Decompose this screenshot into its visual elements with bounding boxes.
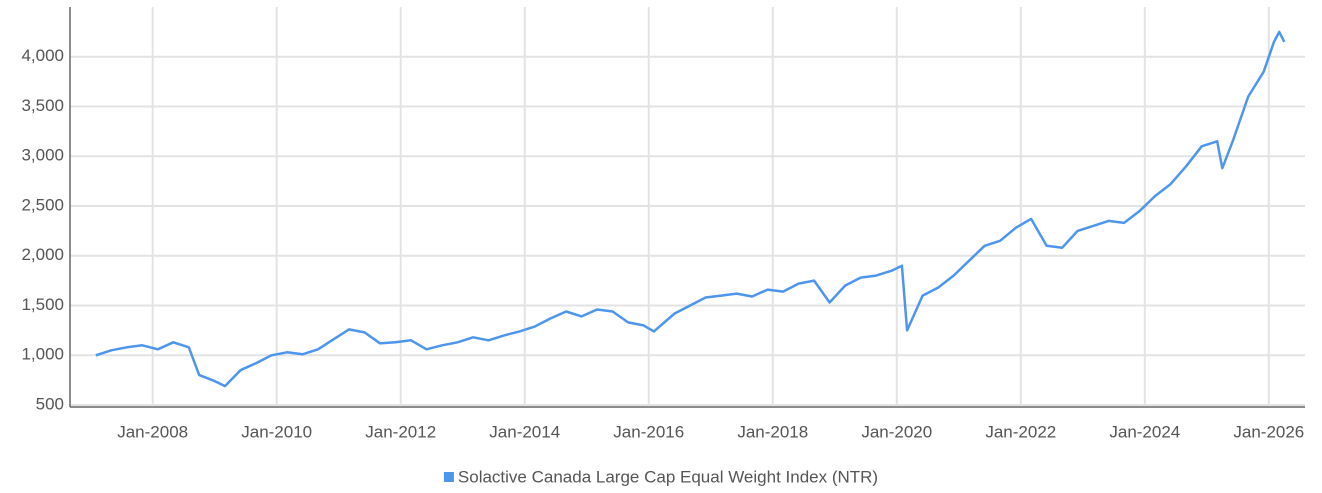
y-tick-label: 3,000 [21,146,64,165]
legend-swatch [443,472,454,482]
x-tick-label: Jan-2016 [613,422,684,441]
x-tick-label: Jan-2024 [1109,422,1180,441]
x-tick-label: Jan-2022 [985,422,1056,441]
x-tick-label: Jan-2026 [1233,422,1304,441]
y-tick-label: 1,000 [21,345,64,364]
y-tick-label: 1,500 [21,295,64,314]
x-tick-label: Jan-2014 [489,422,560,441]
x-tick-label: Jan-2012 [365,422,436,441]
legend-label: Solactive Canada Large Cap Equal Weight … [458,467,878,486]
series-line [95,30,1286,388]
x-tick-label: Jan-2008 [117,422,188,441]
y-tick-label: 3,500 [21,96,64,115]
y-tick-label: 2,500 [21,195,64,214]
y-tick-label: 500 [36,394,64,413]
x-tick-label: Jan-2020 [861,422,932,441]
legend: Solactive Canada Large Cap Equal Weight … [443,467,878,486]
x-tick-label: Jan-2018 [737,422,808,441]
x-tick-label: Jan-2010 [241,422,312,441]
y-tick-label: 2,000 [21,245,64,264]
y-tick-label: 4,000 [21,46,64,65]
